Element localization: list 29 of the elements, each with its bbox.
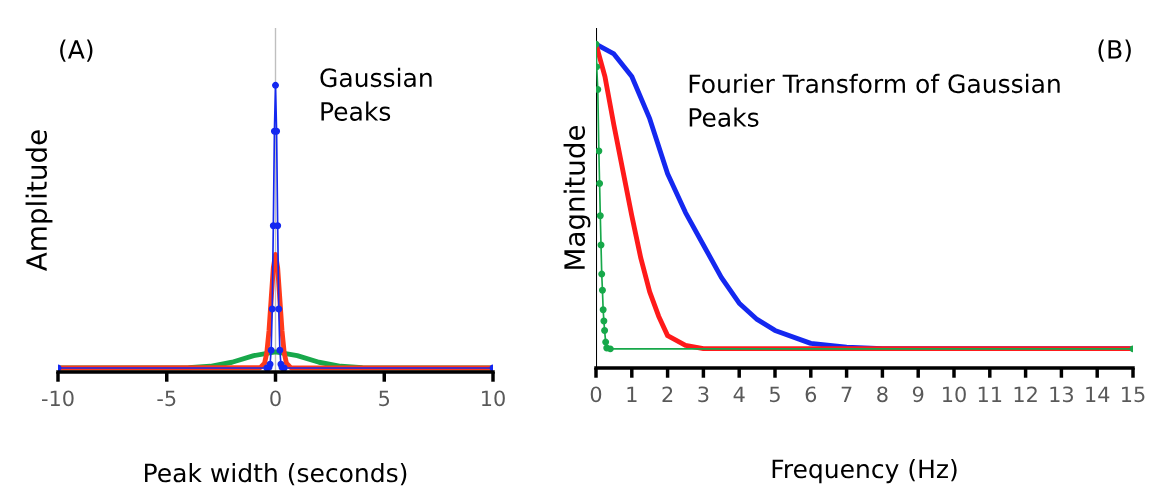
x-tick-label: 13 bbox=[1050, 386, 1073, 403]
x-tick-label: 3 bbox=[698, 386, 709, 403]
x-axis-title: Frequency (Hz) bbox=[772, 459, 957, 484]
x-tick-label: 6 bbox=[805, 386, 817, 403]
x-tick-label: -5 bbox=[157, 390, 176, 407]
x-tick-label: 10 bbox=[943, 386, 966, 403]
y-axis-title: Amplitude bbox=[25, 130, 53, 271]
x-tick-label: 7 bbox=[841, 386, 852, 402]
x-tick-label: 1 bbox=[627, 386, 637, 402]
annotation: Fourier Transform of Gaussian Peaks bbox=[689, 73, 1060, 127]
x-tick-label: 5 bbox=[769, 386, 780, 403]
annotation: Gaussian Peaks bbox=[320, 67, 432, 121]
x-tick-label: 11 bbox=[978, 386, 1002, 402]
x-tick-label: 10 bbox=[482, 390, 505, 407]
x-tick-label: 2 bbox=[662, 386, 673, 402]
x-tick-label: 5 bbox=[379, 390, 390, 407]
x-tick-label: 0 bbox=[590, 386, 602, 403]
x-tick-label: 9 bbox=[912, 386, 924, 403]
x-axis-title: Peak width (seconds) bbox=[145, 463, 407, 486]
y-axis-title: Magnitude bbox=[563, 125, 591, 269]
chart-title: (A) bbox=[60, 39, 93, 62]
x-tick-label: 4 bbox=[733, 386, 745, 402]
x-tick-label: 0 bbox=[270, 390, 281, 407]
x-tick-label: 12 bbox=[1014, 386, 1037, 402]
chart-title: (B) bbox=[1098, 39, 1131, 62]
x-tick-label: 8 bbox=[877, 386, 888, 403]
x-tick-label: 15 bbox=[1122, 386, 1145, 403]
x-tick-label: 14 bbox=[1086, 386, 1110, 402]
x-tick-label: -10 bbox=[42, 390, 74, 407]
